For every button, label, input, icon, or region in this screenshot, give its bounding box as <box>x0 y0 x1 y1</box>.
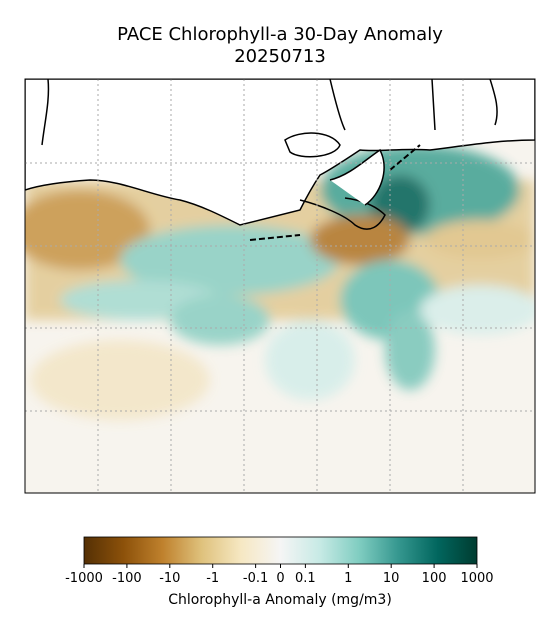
colorbar-label: Chlorophyll-a Anomaly (mg/m3) <box>168 592 392 608</box>
colorbar-tick-label: -10 <box>159 571 180 586</box>
subtitle: 20250713 <box>234 46 326 67</box>
colorbar-tick-label: 0 <box>276 571 284 586</box>
map-frame <box>24 78 536 494</box>
colorbar-tick-label: -1000 <box>65 571 103 586</box>
colorbar-tick-label: -0.1 <box>243 571 268 586</box>
map <box>25 79 535 493</box>
colorbar-tick-label: -1 <box>206 571 219 586</box>
colorbar-tick-label: -100 <box>112 571 142 586</box>
colorbar-tick-label: 0.1 <box>295 571 316 586</box>
map-grid <box>25 79 535 493</box>
colorbar-tick-label: 1 <box>344 571 352 586</box>
colorbar-tick-label: 100 <box>422 571 447 586</box>
colorbar-tick-label: 1000 <box>460 571 493 586</box>
title: PACE Chlorophyll-a 30-Day Anomaly <box>117 24 443 45</box>
colorbar-tick-label: 10 <box>383 571 400 586</box>
colorbar <box>83 536 478 565</box>
